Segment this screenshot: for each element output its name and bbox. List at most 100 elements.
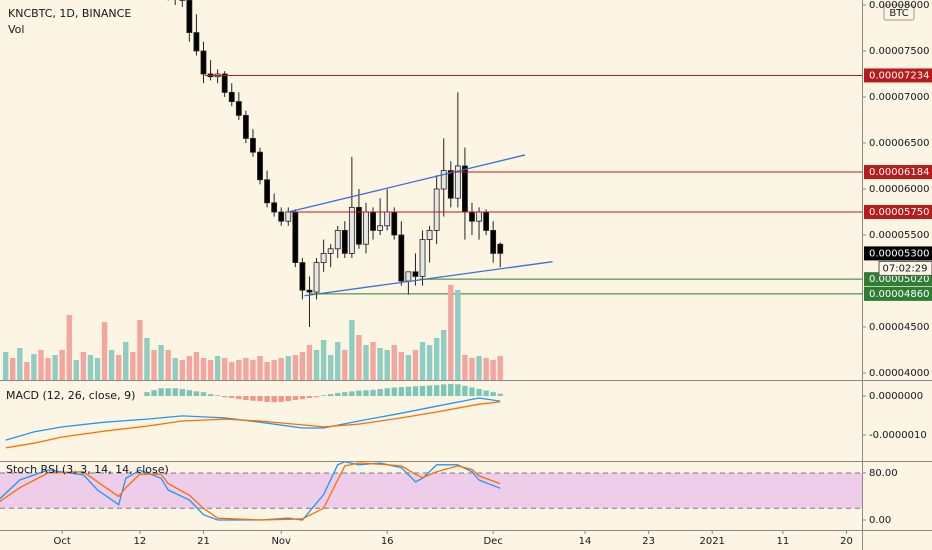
last-price-label: 0.00005300 (869, 248, 929, 259)
candle-body (257, 151, 263, 181)
volume-bar (384, 350, 390, 380)
histogram-bar (250, 396, 256, 401)
histogram-bar (151, 390, 157, 397)
y-tick-label: 0.00006000 (869, 184, 929, 195)
candle-body (433, 188, 440, 231)
histogram-bar (327, 394, 334, 397)
candle-body (462, 165, 468, 213)
volume-bar (52, 355, 58, 380)
histogram-bar (426, 385, 433, 397)
candle-body (426, 229, 433, 240)
volume-bar (398, 352, 405, 380)
volume-bar (200, 358, 207, 380)
histogram-bar (433, 385, 440, 397)
histogram-bar (391, 387, 397, 397)
volume-bar (31, 354, 37, 380)
volume-bar (123, 342, 129, 380)
histogram-bar (497, 393, 503, 397)
y-tick-label: 0.00007500 (869, 46, 929, 57)
x-tick-label: 14 (579, 536, 592, 547)
y-tick-label: 0.00006500 (869, 138, 929, 149)
histogram-bar (398, 387, 405, 397)
candle-body (299, 262, 306, 291)
candle-body (363, 211, 369, 245)
y-tick-label: -0.0000010 (869, 430, 927, 441)
volume-bar (497, 356, 503, 380)
candle-body (320, 252, 327, 263)
volume-bar (455, 290, 461, 380)
band-fill (0, 472, 862, 509)
volume-bar (299, 352, 306, 380)
candle-body (186, 0, 193, 33)
volume-bar (377, 348, 383, 380)
y-tick-label: 0.00007000 (869, 92, 929, 103)
volume-bar (462, 355, 468, 380)
histogram-bar (292, 396, 299, 400)
candle-body (242, 114, 249, 139)
candle-body (221, 73, 228, 93)
volume-bar (476, 356, 482, 380)
currency: BTC (889, 8, 908, 19)
volume-bar (349, 320, 355, 380)
histogram-bar (377, 389, 383, 397)
histogram-bar (356, 390, 362, 397)
histogram-bar (441, 384, 447, 397)
candle-body (405, 271, 412, 282)
volume-bar (264, 362, 270, 380)
volume-bar (257, 356, 263, 380)
volume-bar (207, 360, 214, 380)
volume-bar (306, 345, 313, 380)
level-label-box (864, 204, 932, 219)
volume-bar (391, 345, 397, 380)
volume-bar (38, 350, 44, 380)
volume-bar (278, 358, 284, 380)
histogram-bar (412, 386, 419, 397)
y-tick-label: 80.00 (869, 468, 898, 479)
volume-bar (320, 340, 327, 380)
histogram-bar (158, 388, 164, 397)
candle-body (454, 165, 461, 199)
histogram-bar (193, 391, 200, 397)
histogram-bar (342, 392, 348, 397)
volume-bar (137, 320, 143, 380)
volume-bar (356, 335, 362, 380)
volume-bar (186, 356, 193, 380)
candle-body (476, 211, 482, 222)
candle-body (419, 239, 426, 277)
pane-title: Stoch RSI (3, 3, 14, 14, close) (6, 463, 169, 476)
histogram-bar (257, 396, 263, 402)
volume-bar (80, 352, 87, 380)
x-tick-label: 11 (776, 536, 789, 547)
volume-bar (24, 362, 30, 380)
volume-bar (179, 360, 185, 380)
y-tick-label: 0.00005500 (869, 230, 929, 241)
pane-title: KNCBTC, 1D, BINANCE (8, 7, 131, 20)
candle-body (250, 137, 256, 153)
currency-box[interactable] (883, 4, 915, 21)
candle-body (483, 211, 490, 231)
candle-body (228, 91, 235, 102)
x-tick-label: 16 (381, 536, 394, 547)
histogram-bar (349, 391, 355, 397)
volume-bar (94, 358, 101, 380)
histogram-bar (448, 383, 454, 397)
indicator-line (0, 462, 501, 521)
last-price-box (864, 246, 932, 261)
histogram-bar (229, 396, 235, 398)
volume-bar (363, 345, 369, 380)
histogram-bar (214, 395, 221, 397)
candle-body (356, 206, 362, 245)
y-tick-label: 0.00004000 (869, 368, 929, 379)
candle-body (391, 211, 398, 236)
candle-body (271, 202, 278, 213)
histogram-bar (236, 396, 242, 400)
histogram-bar (278, 396, 284, 402)
pane (0, 462, 862, 521)
histogram-bar (384, 388, 390, 397)
volume-bar (10, 358, 16, 380)
histogram-bar (165, 388, 171, 397)
level-label: 0.00007234 (869, 70, 929, 81)
volume-bar (144, 338, 150, 380)
x-tick-label: Nov (271, 536, 291, 547)
